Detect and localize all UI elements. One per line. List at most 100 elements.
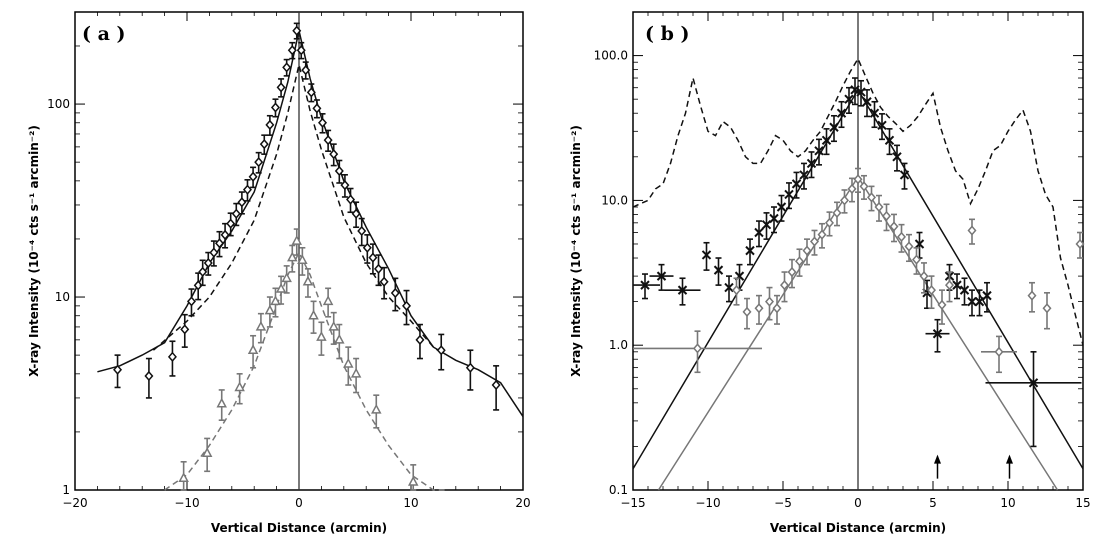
- data-point-x: [677, 285, 688, 295]
- data-point-diamond: [832, 207, 842, 219]
- data-point-diamond: [287, 45, 297, 56]
- data-point-x: [892, 152, 902, 162]
- x-tick-label: −5: [774, 496, 792, 510]
- data-point-diamond: [795, 256, 804, 267]
- data-point-x: [932, 329, 943, 339]
- x-tick-label: 15: [1075, 496, 1090, 510]
- data-point-triangle: [343, 357, 354, 368]
- model-curve-dashed: [164, 250, 445, 491]
- data-point-x: [784, 189, 794, 200]
- data-point-diamond: [810, 236, 819, 247]
- data-point-x: [769, 213, 779, 224]
- data-point-diamond: [882, 210, 891, 222]
- data-point-x: [869, 108, 880, 118]
- data-point-x: [914, 239, 925, 249]
- data-point-diamond: [312, 103, 322, 114]
- data-point-diamond: [231, 208, 241, 219]
- data-point-diamond: [904, 241, 914, 252]
- data-point-diamond: [334, 165, 344, 177]
- data-point-diamond: [927, 285, 936, 296]
- data-point-diamond: [180, 324, 190, 335]
- data-point-diamond: [945, 279, 954, 291]
- panel-b-label: ( b ): [645, 23, 690, 45]
- panel-a-label: ( a ): [82, 23, 126, 45]
- data-point-triangle: [371, 403, 382, 414]
- data-point-diamond: [237, 197, 247, 208]
- data-point-triangle: [255, 320, 267, 331]
- x-tick-label: 0: [854, 496, 862, 510]
- data-point-diamond: [282, 62, 292, 73]
- data-point-diamond: [874, 201, 884, 213]
- data-point-x: [754, 227, 764, 238]
- data-point-x: [959, 285, 970, 295]
- data-point-diamond: [853, 174, 863, 185]
- data-point-diamond: [772, 303, 782, 314]
- y-tick-label: 1: [62, 483, 70, 497]
- data-point-x: [776, 202, 787, 212]
- data-point-diamond: [1075, 238, 1085, 250]
- data-point-diamond: [912, 254, 921, 265]
- data-point-diamond: [248, 171, 258, 182]
- data-point-diamond: [802, 245, 812, 256]
- data-point-x: [899, 170, 910, 180]
- data-point-x: [844, 94, 854, 104]
- panel-a-ylabel: X-ray Intensity (10⁻⁴ cts s⁻¹ arcmin⁻²): [27, 125, 41, 377]
- panel-a-ticks: −20 −10 0 10 20 1 10 100: [47, 11, 531, 510]
- data-point-triangle: [247, 344, 259, 354]
- y-tick-label: 10: [55, 290, 70, 304]
- data-point-diamond: [867, 192, 876, 203]
- data-point-diamond: [379, 276, 389, 287]
- data-point-diamond: [323, 135, 333, 146]
- data-point-x: [862, 97, 872, 107]
- data-point-x: [724, 282, 734, 293]
- data-point-triangle: [234, 381, 245, 392]
- data-point-x: [640, 280, 650, 290]
- data-point-x: [821, 135, 832, 146]
- data-point-diamond: [937, 299, 947, 310]
- data-point-diamond: [198, 266, 208, 278]
- data-point-diamond: [296, 45, 306, 56]
- y-tick-label: 0.1: [609, 483, 628, 497]
- data-point-diamond: [276, 82, 286, 93]
- data-point-diamond: [318, 117, 328, 128]
- data-point-diamond: [226, 218, 236, 229]
- panel-b-ticks: −15 −10 −5 0 5 10 15 0.1 1.0 10.0 100.0: [594, 11, 1091, 510]
- data-point-diamond: [186, 296, 196, 307]
- data-point-diamond: [306, 87, 316, 98]
- data-point-diamond: [817, 229, 827, 240]
- data-point-diamond: [967, 225, 977, 236]
- data-point-diamond: [346, 194, 356, 205]
- data-point-triangle: [264, 304, 276, 315]
- data-point-triangle: [178, 472, 189, 483]
- data-point-diamond: [919, 270, 929, 282]
- data-point-diamond: [693, 343, 702, 354]
- y-tick-label: 1.0: [609, 338, 628, 352]
- data-point-diamond: [780, 279, 789, 291]
- x-tick-label: 5: [929, 496, 937, 510]
- data-point-diamond: [994, 346, 1004, 357]
- x-tick-label: −10: [695, 496, 720, 510]
- data-point-diamond: [436, 345, 446, 356]
- data-point-diamond: [402, 300, 412, 312]
- data-point-x: [799, 170, 809, 180]
- data-point-diamond: [765, 296, 774, 307]
- data-point-x: [974, 296, 985, 307]
- data-point-x: [656, 271, 667, 281]
- data-point-diamond: [732, 285, 741, 296]
- data-point-x: [952, 280, 962, 290]
- data-point-triangle: [291, 234, 303, 245]
- data-point-x: [856, 87, 866, 97]
- y-tick-label: 100: [47, 97, 70, 111]
- data-point-x: [884, 135, 895, 146]
- data-point-triangle: [275, 282, 287, 293]
- panel-b-ylabel: X-ray Intensity (10⁻⁴ cts s⁻¹ arcmin⁻²): [569, 125, 583, 377]
- data-point-diamond: [465, 362, 475, 373]
- data-point-triangle: [216, 397, 227, 408]
- model-curve-solid: [97, 30, 524, 418]
- data-point-diamond: [242, 184, 252, 195]
- data-point-diamond: [214, 238, 224, 249]
- data-point-diamond: [390, 287, 400, 299]
- model-curve-dashed: [152, 64, 446, 356]
- upper-limit-arrow-head: [1006, 454, 1013, 464]
